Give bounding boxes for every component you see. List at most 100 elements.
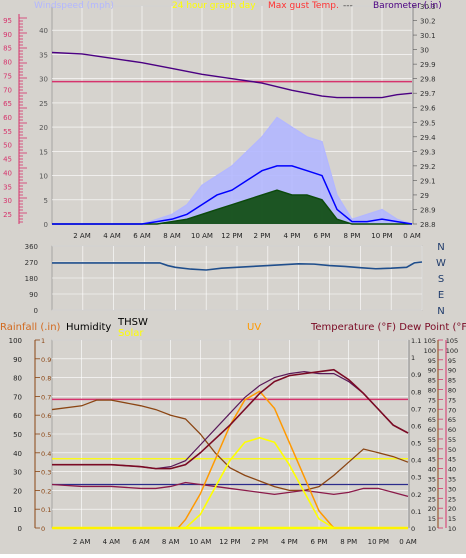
rain-tick-label: 0.4 <box>41 450 51 458</box>
temp-right-tick-label: 95 <box>448 357 456 365</box>
wind-time-label: 0 AM <box>403 232 421 240</box>
barometer-tick-label: 29.1 <box>420 177 436 185</box>
pink-tick-label: 70 <box>3 86 12 94</box>
uv-tick-label: 0.6 <box>411 422 421 430</box>
max-gust-label: Max gust Temp. <box>268 1 339 11</box>
temp-tick-label: 15 <box>428 515 436 523</box>
direction-tick-label: 0 <box>34 307 38 315</box>
rain-tick-label: 0.3 <box>41 469 51 477</box>
solar-series <box>52 436 408 529</box>
compass-label-e: E <box>438 290 444 301</box>
barometer-tick-label: 30.1 <box>420 32 436 40</box>
windspeed-title: Windspeed (mph) <box>34 1 114 11</box>
uv-tick-label: 0.5 <box>411 440 421 448</box>
temp-time-axis: 2 AM 4 AM 6 AM 8 AM 10 AM 12 PM 2 PM 4 PM 6 PM 8 … <box>73 538 417 546</box>
pink-tick-label: 60 <box>3 114 12 122</box>
uv-tick-label: 0.7 <box>411 405 421 413</box>
temp-tick-label: 50 <box>428 446 436 454</box>
uv-tick-label: 0.9 <box>411 371 421 379</box>
temp-time-label: 10 AM <box>189 538 211 546</box>
barometer-axis: 28.8 28.9 29 29.1 29.2 29.3 29.4 29.5 29.6 29.7 29… <box>412 3 436 229</box>
rain-tick-label: 0.2 <box>41 487 51 495</box>
uv-tick-label: 0.1 <box>411 508 421 516</box>
windspeed-tick-label: 5 <box>44 197 48 205</box>
temp-tick-label: 100 <box>424 347 436 355</box>
temp-time-label: 2 PM <box>251 538 268 546</box>
barometer-tick-label: 30.3 <box>420 3 436 11</box>
wind-direction-axis: 0 90 180 270 360 <box>25 243 38 315</box>
temp-time-label: 6 PM <box>311 538 328 546</box>
temp-right-tick-label: 45 <box>448 456 456 464</box>
temp-time-label: 8 AM <box>162 538 180 546</box>
humidity-tick-label: 30 <box>13 469 22 477</box>
temp-tick-label: 105 <box>424 337 436 345</box>
temp-dew-title: Temperature (°F) Dew Point (°F) <box>310 322 466 333</box>
wind-time-label: 2 PM <box>254 232 271 240</box>
pink-tick-label: 45 <box>3 156 12 164</box>
pink-tick-label: 50 <box>3 142 12 150</box>
temp-time-label: 12 PM <box>219 538 240 546</box>
pink-tick-label: 95 <box>3 17 12 25</box>
rainfall-title: Rainfall (.in) <box>0 322 61 333</box>
temp-tick-label: 75 <box>428 396 436 404</box>
windspeed-series-area <box>52 117 412 224</box>
temp-right-tick-label: 20 <box>448 505 456 513</box>
temp-series <box>51 368 409 530</box>
temp-tick-label: 85 <box>428 377 436 385</box>
temp-right-tick-label: 50 <box>448 446 456 454</box>
wind-low-series-area <box>52 190 412 224</box>
barometer-tick-label: 29.9 <box>420 61 436 69</box>
wind-time-label: 4 AM <box>103 232 121 240</box>
rain-tick-label: 1 <box>41 337 45 345</box>
wind-time-label: 12 PM <box>221 232 242 240</box>
pink-tick-label: 65 <box>3 100 12 108</box>
barometer-tick-label: 30 <box>420 47 429 55</box>
temp-right-tick-label: 35 <box>448 476 456 484</box>
uv-tick-label: 0.2 <box>411 491 421 499</box>
temp-tick-label: 20 <box>428 505 436 513</box>
rain-tick-label: 0 <box>41 525 45 533</box>
uv-tick-label: 0.4 <box>411 457 421 465</box>
direction-tick-label: 360 <box>25 243 38 251</box>
temp-right-tick-label: 105 <box>446 337 458 345</box>
temp-right-tick-label: 25 <box>448 495 456 503</box>
temp-tick-label: 30 <box>428 485 436 493</box>
compass-label-w: W <box>436 258 446 269</box>
humidity-series <box>51 399 409 492</box>
compass-label-n: N <box>437 306 444 317</box>
wind-time-label: 8 AM <box>163 232 181 240</box>
temp-panel: 010203040506070809010000.10.20.30.40.50.… <box>0 317 466 546</box>
temp-tick-label: 60 <box>428 426 436 434</box>
rain-tick-label: 0.7 <box>41 393 51 401</box>
temp-right-tick-label: 10 <box>448 525 456 533</box>
temp-time-label: 8 PM <box>340 538 357 546</box>
temp-time-label: 2 AM <box>73 538 91 546</box>
windspeed-tick-label: 30 <box>39 76 48 84</box>
windspeed-tick-label: 0 <box>44 221 48 229</box>
compass-label-s: S <box>438 274 444 285</box>
wind-time-label: 2 AM <box>73 232 91 240</box>
humidity-tick-label: 60 <box>13 412 22 420</box>
graph-day-title: 24 hour graph day <box>172 1 256 11</box>
barometer-tick-label: 28.8 <box>420 221 436 229</box>
barometer-tick-label: 29.8 <box>420 76 436 84</box>
uv-title: UV <box>247 322 261 333</box>
barometer-tick-label: 29.3 <box>420 148 436 156</box>
pink-tick-label: 35 <box>3 183 12 191</box>
wind-direction-series <box>52 261 423 271</box>
humidity-tick-label: 40 <box>13 450 22 458</box>
wind-direction-series <box>52 261 423 271</box>
thsw-title: THSW <box>117 317 148 328</box>
humidity-tick-label: 100 <box>9 337 22 345</box>
rain-tick-label: 0.6 <box>41 412 51 420</box>
temp-grid <box>52 339 409 529</box>
wind-time-label: 4 PM <box>284 232 301 240</box>
uv-series <box>52 390 408 529</box>
pink-tick-label: 25 <box>3 211 12 219</box>
barometer-tick-label: 28.9 <box>420 206 436 214</box>
humidity-tick-label: 50 <box>13 431 22 439</box>
pink-tick-label: 30 <box>3 197 12 205</box>
wind-time-axis: 2 AM 4 AM 6 AM 8 AM 10 AM 12 PM 2 PM 4 PM 6 PM 8 … <box>73 232 421 240</box>
temp-tick-label: 95 <box>428 357 436 365</box>
